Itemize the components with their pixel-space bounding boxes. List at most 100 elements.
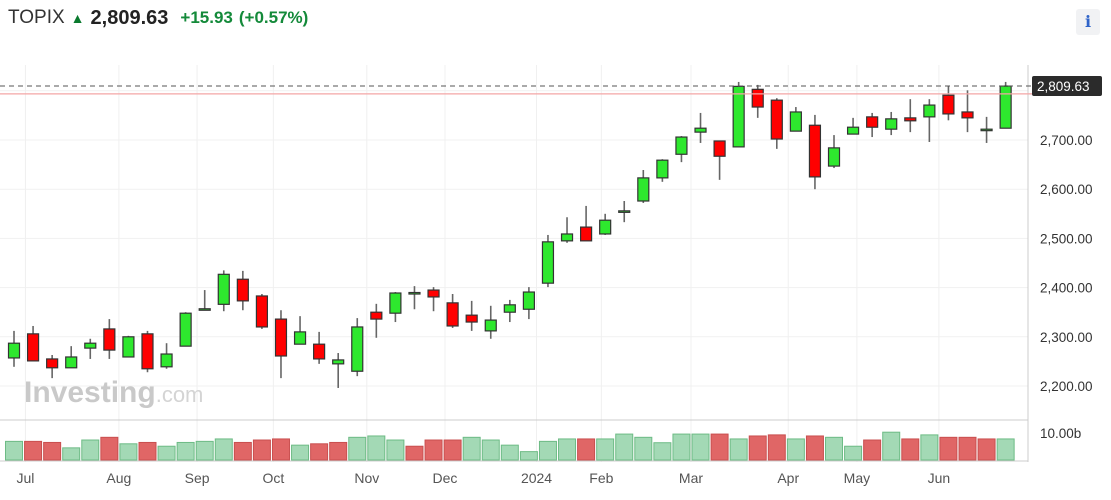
- candles: [7, 81, 1012, 388]
- candle-body: [179, 312, 192, 347]
- candle: [942, 86, 955, 121]
- volume-bar: [176, 441, 195, 461]
- candle-body: [656, 159, 669, 179]
- candle-body: [579, 226, 593, 242]
- candle: [866, 112, 879, 138]
- x-tick-label: Dec: [433, 470, 458, 486]
- volume-bar: [729, 438, 748, 461]
- volume-bar: [443, 439, 462, 461]
- candle-body: [427, 289, 440, 298]
- volume-bar: [81, 439, 100, 461]
- price-change-percent: (+0.57%): [238, 8, 309, 27]
- candle-body: [522, 291, 535, 310]
- candle-body: [827, 147, 841, 167]
- candle-body: [26, 333, 40, 362]
- candle-body: [923, 104, 936, 118]
- volume-bar: [5, 440, 23, 461]
- volume-bar: [519, 451, 538, 461]
- x-tick-label: May: [844, 470, 870, 486]
- candle: [599, 213, 612, 235]
- symbol-name: TOPIX: [8, 7, 65, 28]
- x-tick-label: Nov: [354, 470, 379, 486]
- volume-bar: [329, 441, 348, 461]
- axes: Jul Aug Sep Oct Nov Dec 2024 Feb Mar Apr May Jun 2,2…: [0, 65, 1102, 486]
- info-button[interactable]: i: [1076, 9, 1100, 35]
- last-price: 2,809.63: [90, 6, 169, 29]
- volume-bar: [24, 440, 43, 461]
- candle-body: [103, 328, 116, 351]
- volume-bar: [767, 434, 786, 461]
- x-tick-label: Apr: [777, 470, 799, 486]
- candle-body: [65, 356, 78, 369]
- candle: [236, 270, 249, 311]
- candle: [351, 318, 364, 377]
- candle: [103, 319, 116, 359]
- candle-body: [332, 359, 345, 365]
- candle-body: [770, 99, 783, 140]
- candle: [313, 331, 326, 364]
- candle-body: [618, 210, 631, 213]
- candle: [541, 234, 555, 288]
- x-tick-label: Mar: [679, 470, 703, 486]
- candle: [618, 201, 631, 223]
- volume-bar: [615, 433, 634, 461]
- volume-bar: [958, 436, 977, 461]
- candle-body: [789, 111, 802, 132]
- candle-body: [560, 233, 574, 242]
- candle-body: [274, 318, 288, 357]
- candle-body: [961, 111, 974, 119]
- candle: [503, 299, 516, 323]
- volume-bar: [252, 439, 271, 461]
- candle: [827, 135, 841, 169]
- volume-bar: [214, 438, 233, 461]
- candle: [65, 346, 78, 369]
- y-tick-label: 2,600.00: [1040, 182, 1093, 197]
- candle: [579, 205, 593, 242]
- candle-body: [160, 353, 173, 368]
- x-tick-label: Jun: [928, 470, 951, 486]
- candle: [332, 353, 345, 388]
- candle: [923, 99, 936, 142]
- candle: [274, 310, 288, 379]
- candle-body: [694, 127, 707, 133]
- volume-bar: [653, 442, 672, 461]
- last-price-badge: [1032, 76, 1102, 97]
- x-tick-label: Jul: [16, 470, 34, 486]
- volume-bar: [233, 441, 252, 461]
- candle: [904, 99, 917, 133]
- candle-body: [808, 124, 822, 178]
- candle: [408, 286, 421, 310]
- volume-bars: [5, 431, 1015, 461]
- candle-body: [217, 273, 230, 305]
- candle-body: [541, 241, 555, 284]
- volume-bar: [462, 436, 481, 461]
- candle-body: [313, 343, 326, 360]
- x-tick-label: Oct: [262, 470, 284, 486]
- candle: [885, 111, 898, 136]
- candle: [694, 112, 707, 143]
- volume-bar: [157, 445, 176, 461]
- candle-body: [599, 219, 612, 235]
- candle: [446, 293, 459, 328]
- volume-bar: [901, 438, 920, 461]
- candle: [160, 343, 173, 369]
- volume-bar: [634, 436, 653, 461]
- candle: [293, 316, 307, 345]
- volume-bar: [310, 443, 329, 461]
- volume-bar: [844, 445, 863, 461]
- candle: [427, 287, 440, 312]
- volume-bar: [748, 435, 767, 461]
- candle: [560, 217, 574, 243]
- y-tick-label: 2,300.00: [1040, 330, 1093, 345]
- volume-bar: [500, 444, 519, 461]
- volume-tick-label: 10.00b: [1040, 426, 1081, 441]
- candle: [770, 98, 783, 149]
- volume-bar: [291, 444, 310, 461]
- last-price-label: 2,809.63: [1037, 79, 1090, 94]
- volume-bar: [195, 440, 214, 461]
- candle: [26, 325, 40, 362]
- volume-bar: [805, 435, 824, 461]
- candle-body: [465, 314, 478, 323]
- volume-bar: [577, 438, 596, 461]
